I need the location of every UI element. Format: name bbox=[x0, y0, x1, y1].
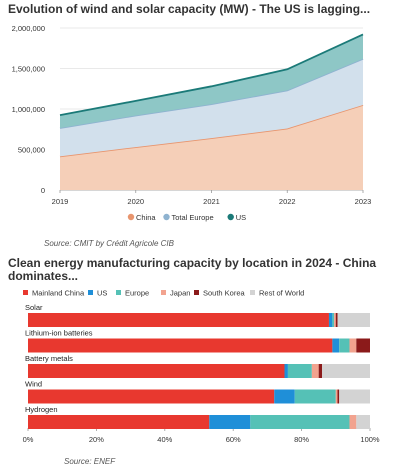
bar-segment-rest-of-world bbox=[356, 415, 370, 429]
bar-segment-mainland-china bbox=[28, 389, 275, 404]
category-label: Battery metals bbox=[25, 354, 73, 363]
bar-segment-japan bbox=[349, 338, 357, 353]
x-tick-label: 0% bbox=[23, 435, 34, 444]
area-us bbox=[60, 34, 363, 129]
legend-label: US bbox=[236, 213, 246, 222]
legend-label: South Korea bbox=[203, 289, 246, 298]
y-tick-label: 0 bbox=[41, 186, 45, 195]
bar-segment-japan bbox=[334, 313, 336, 327]
x-tick-label: 2019 bbox=[52, 197, 69, 206]
area-chart: 0 500,000 1,000,000 1,500,000 2,000,000 2019 2… bbox=[12, 24, 372, 222]
legend-swatch bbox=[250, 290, 255, 295]
area-total-europe bbox=[60, 58, 363, 157]
bar-segment-rest-of-world bbox=[337, 313, 370, 327]
bar-segment-mainland-china bbox=[28, 415, 210, 429]
line-us bbox=[59, 33, 364, 116]
bar-segment-us bbox=[328, 313, 333, 327]
category-label: Lithium-ion batteries bbox=[25, 329, 93, 338]
bar-segment-south-korea bbox=[335, 313, 338, 327]
legend-label: US bbox=[97, 289, 107, 298]
x-tick-label: 2020 bbox=[127, 197, 144, 206]
bar-segment-europe bbox=[287, 364, 312, 378]
bar-segment-south-korea bbox=[318, 364, 323, 378]
legend-swatch bbox=[194, 290, 199, 295]
bar-segment-mainland-china bbox=[28, 313, 329, 327]
chart2-title: Clean energy manufacturing capacity by l… bbox=[8, 256, 377, 283]
legend-swatch bbox=[88, 290, 93, 295]
bar-segment-japan bbox=[335, 389, 338, 404]
bar-segment-south-korea bbox=[356, 338, 370, 353]
x-tick-label: 2022 bbox=[279, 197, 296, 206]
bar-segment-south-korea bbox=[337, 389, 340, 404]
bar-segment-mainland-china bbox=[28, 364, 285, 378]
bar-segment-us bbox=[332, 338, 340, 353]
x-tick-label: 60% bbox=[226, 435, 241, 444]
bar-segment-europe bbox=[294, 389, 336, 404]
bar-segment-us bbox=[284, 364, 288, 378]
y-tick-label: 1,500,000 bbox=[12, 65, 45, 74]
chart1-title: Evolution of wind and solar capacity (MW… bbox=[8, 2, 371, 16]
bar-segment-us bbox=[274, 389, 295, 404]
legend-marker bbox=[163, 213, 170, 221]
bar-segment-europe bbox=[332, 313, 335, 327]
x-tick-label: 100% bbox=[360, 435, 380, 444]
x-tick-label: 40% bbox=[157, 435, 172, 444]
chart1-source: Source: CMIT by Crédit Agricole CIB bbox=[44, 239, 174, 248]
y-tick-label: 1,000,000 bbox=[12, 105, 45, 114]
legend-marker bbox=[127, 213, 135, 221]
stacked-bar-chart: Mainland China US Europe Japan South Korea Re… bbox=[23, 289, 380, 445]
bar-segment-japan bbox=[311, 364, 319, 378]
category-label: Hydrogen bbox=[25, 405, 58, 414]
legend-label: Europe bbox=[125, 289, 149, 298]
x-tick-label: 80% bbox=[294, 435, 309, 444]
bar-segment-rest-of-world bbox=[322, 364, 370, 378]
bar-segment-japan bbox=[349, 415, 357, 429]
bar-segment-rest-of-world bbox=[339, 389, 370, 404]
legend-label: Rest of World bbox=[259, 289, 304, 298]
chart2-source: Source: ENEF bbox=[64, 457, 116, 466]
x-tick-label: 2021 bbox=[203, 197, 220, 206]
legend-swatch bbox=[116, 290, 121, 295]
bar-segment-europe bbox=[339, 338, 350, 353]
category-label: Solar bbox=[25, 303, 43, 312]
legend-swatch bbox=[23, 290, 28, 295]
legend-label: Total Europe bbox=[172, 213, 214, 222]
y-tick-label: 500,000 bbox=[18, 146, 45, 155]
x-tick-label: 2023 bbox=[355, 197, 372, 206]
category-label: Wind bbox=[25, 380, 42, 389]
y-tick-label: 2,000,000 bbox=[12, 24, 45, 33]
legend-marker bbox=[227, 213, 234, 221]
area-china bbox=[60, 104, 363, 190]
legend-label: Mainland China bbox=[32, 289, 85, 298]
legend-label: Japan bbox=[170, 289, 190, 298]
bar-segment-mainland-china bbox=[28, 338, 333, 353]
bar-segment-europe bbox=[250, 415, 350, 429]
x-tick-label: 20% bbox=[89, 435, 104, 444]
bar-segment-us bbox=[209, 415, 251, 429]
legend-swatch bbox=[161, 290, 166, 295]
legend-label: China bbox=[136, 213, 156, 222]
